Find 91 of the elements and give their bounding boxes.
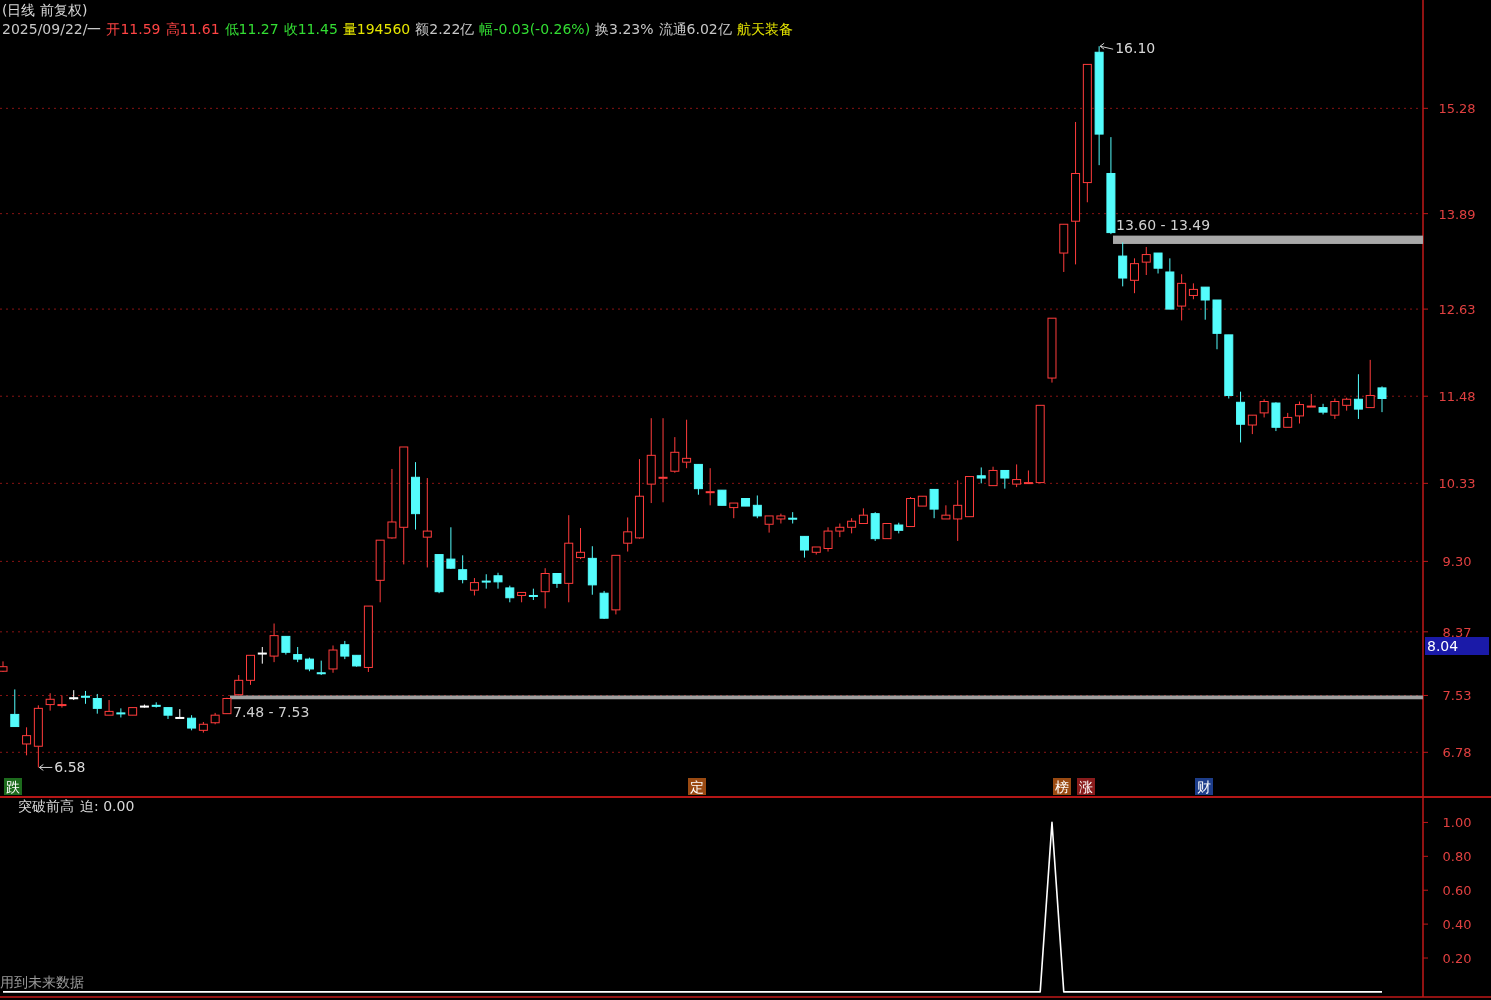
candlestick [988, 466, 998, 487]
y-tick-label: 11.48 [1438, 389, 1476, 405]
candlestick [705, 467, 715, 506]
candlestick [1247, 414, 1257, 435]
candlestick [1365, 359, 1375, 409]
annotation: 幅-0.03(-0.26%) [479, 21, 591, 37]
annotation: 收11.45 [283, 21, 338, 37]
candlestick [1129, 257, 1139, 294]
candlestick [658, 417, 668, 503]
candlestick [1000, 469, 1010, 490]
y-tick-label: 1.00 [1442, 815, 1472, 831]
annotation: 迫: 0.00 [80, 798, 135, 814]
y-tick-label: 10.33 [1438, 476, 1476, 492]
candlestick [104, 699, 114, 716]
candlestick [1295, 401, 1304, 424]
candlestick [953, 479, 963, 542]
text: 8.04 [1427, 638, 1459, 654]
candlestick [10, 688, 20, 728]
band-label: 13.60 - 13.49 [1116, 216, 1211, 233]
annotation: 涨 [1079, 779, 1093, 795]
candlestick [788, 511, 798, 524]
candlestick [752, 494, 762, 519]
y-tick-label: 0.80 [1442, 849, 1472, 865]
candlestick [269, 623, 279, 663]
band-label: 7.48 - 7.53 [233, 704, 310, 721]
candlestick [92, 693, 102, 715]
y-tick-label: 9.30 [1442, 554, 1472, 570]
annotation: 16.10 [1115, 40, 1156, 57]
candlestick [340, 640, 350, 660]
annotation: 开11.59 [106, 21, 161, 37]
candlestick [1153, 252, 1163, 274]
candlestick [682, 419, 692, 469]
annotation: 额2.22亿 [415, 21, 475, 37]
candlestick [1377, 385, 1387, 413]
annotation: 换3.23% [595, 21, 654, 37]
candlestick [1259, 398, 1269, 418]
candlestick [446, 526, 456, 570]
chart-title: (日线 前复权) [2, 2, 88, 18]
annotation: 高11.61 [165, 21, 220, 37]
candlestick [929, 488, 939, 519]
candlestick [1118, 241, 1128, 287]
annotation: 2025/09/22/一 [2, 21, 102, 37]
candlestick [1177, 273, 1187, 321]
candlestick [458, 554, 468, 584]
candlestick [57, 694, 67, 709]
annotation: 6.58 [54, 759, 86, 776]
candlestick [0, 660, 8, 673]
annotation: 财 [1197, 779, 1211, 795]
annotation: 榜 [1055, 779, 1069, 795]
candlestick [1023, 469, 1033, 485]
candlestick [823, 526, 833, 553]
candlestick [540, 567, 550, 609]
y-tick-label: 13.89 [1438, 206, 1476, 222]
candlestick [1236, 391, 1246, 443]
candlestick [175, 708, 185, 719]
annotation: 流通6.02亿 [658, 21, 732, 37]
y-tick-label: 8.37 [1442, 624, 1472, 640]
candlestick [1330, 398, 1340, 420]
y-tick-label: 0.20 [1442, 951, 1472, 967]
annotation: 用到未来数据 [0, 974, 84, 990]
candlestick [387, 468, 397, 540]
annotation: 跌 [6, 779, 20, 795]
candlestick [45, 692, 55, 712]
candlestick [281, 635, 291, 656]
annotation: 量194560 [342, 21, 411, 37]
candlestick [670, 436, 680, 474]
chart-title: 突破前高 [18, 798, 74, 814]
y-tick-label: 12.63 [1438, 302, 1476, 318]
candlestick [799, 535, 809, 559]
candlestick [116, 707, 126, 718]
candlestick [493, 572, 503, 590]
annotation: 低11.27 [224, 21, 279, 37]
annotation: 航天装备 [736, 21, 793, 37]
y-tick-label: 0.60 [1442, 883, 1472, 899]
candlestick [22, 726, 32, 756]
candlestick [1141, 246, 1151, 276]
candlestick [1012, 463, 1022, 488]
candlestick [576, 527, 586, 560]
y-tick-label: 0.40 [1442, 917, 1472, 933]
candlestick [1353, 373, 1363, 420]
y-tick-label: 7.53 [1442, 688, 1472, 704]
candlestick [623, 516, 633, 553]
candlestick [1200, 286, 1210, 321]
y-tick-label: 15.28 [1438, 101, 1476, 117]
candlestick [422, 477, 432, 568]
candlestick [764, 515, 774, 534]
candlestick [328, 644, 338, 674]
y-tick-label: 6.78 [1442, 745, 1472, 761]
candlestick [776, 513, 786, 524]
annotation: 定 [690, 779, 704, 795]
candlestick [941, 504, 951, 520]
